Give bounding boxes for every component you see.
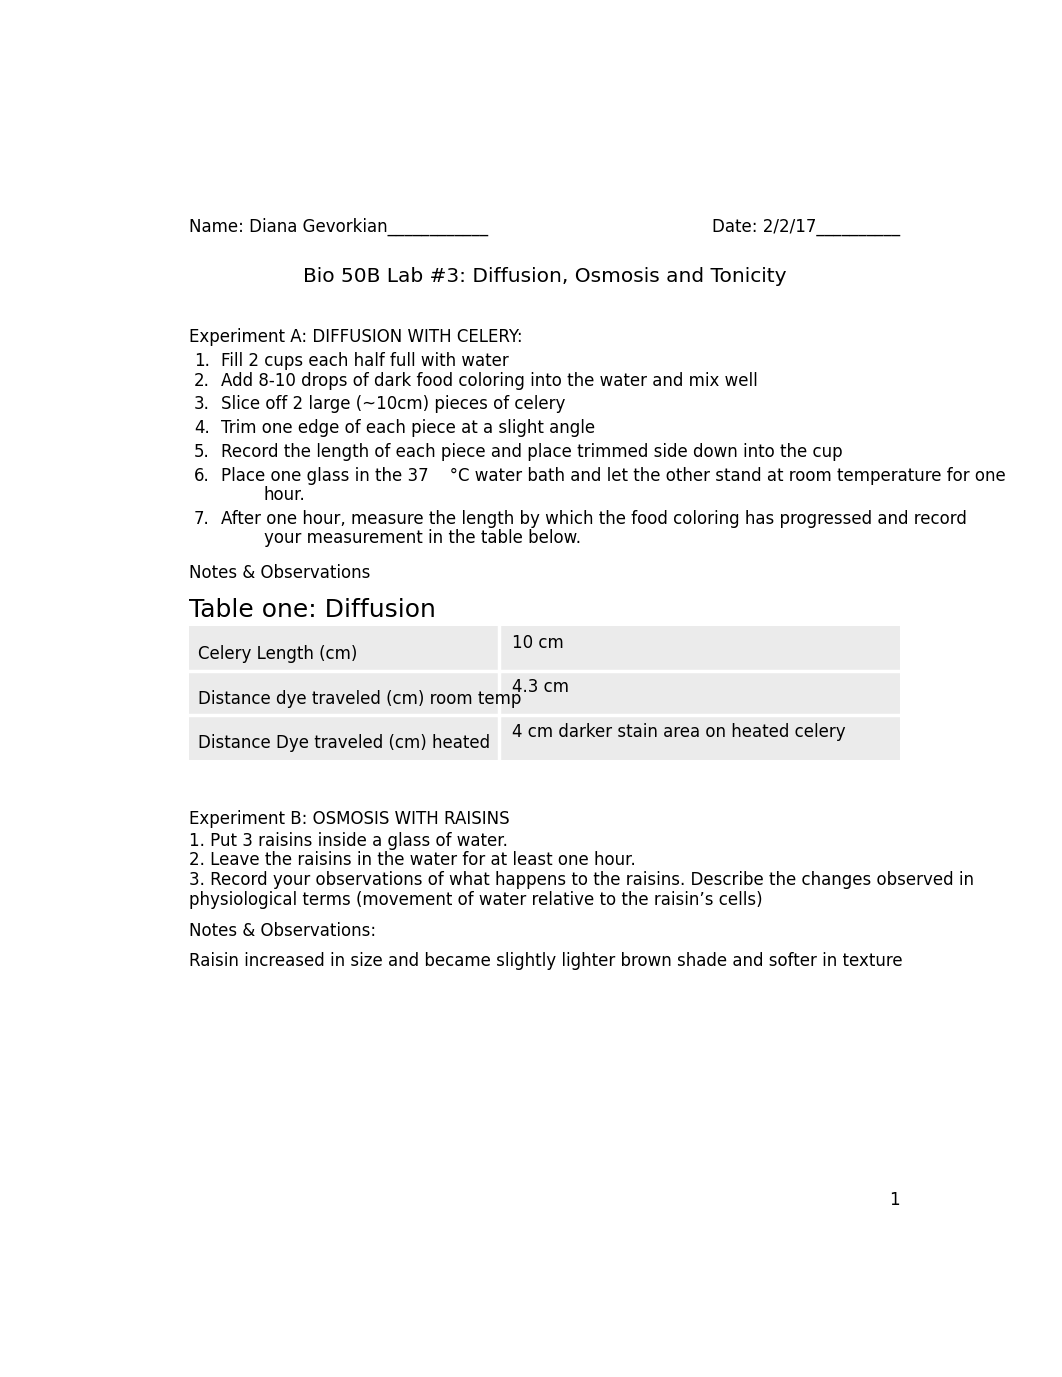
- Text: your measurement in the table below.: your measurement in the table below.: [263, 529, 581, 548]
- Text: 3.: 3.: [194, 395, 210, 413]
- Text: Fill 2 cups each half full with water: Fill 2 cups each half full with water: [221, 351, 509, 369]
- Text: hour.: hour.: [263, 486, 306, 504]
- Text: 4 cm darker stain area on heated celery: 4 cm darker stain area on heated celery: [513, 723, 846, 741]
- Text: 2.: 2.: [194, 372, 210, 390]
- Text: 4.: 4.: [194, 419, 209, 438]
- Text: Slice off 2 large (~10cm) pieces of celery: Slice off 2 large (~10cm) pieces of cele…: [221, 395, 565, 413]
- Text: 1.: 1.: [194, 351, 210, 369]
- Text: 3. Record your observations of what happens to the raisins. Describe the changes: 3. Record your observations of what happ…: [189, 872, 974, 890]
- Text: 2. Leave the raisins in the water for at least one hour.: 2. Leave the raisins in the water for at…: [189, 851, 635, 869]
- Text: Notes & Observations:: Notes & Observations:: [189, 923, 376, 940]
- Text: 1: 1: [889, 1191, 900, 1209]
- Text: 4.3 cm: 4.3 cm: [513, 679, 569, 697]
- Text: Table one: Diffusion: Table one: Diffusion: [189, 598, 435, 621]
- Text: 1. Put 3 raisins inside a glass of water.: 1. Put 3 raisins inside a glass of water…: [189, 832, 508, 850]
- Text: 10 cm: 10 cm: [513, 633, 564, 651]
- Text: Experiment A: DIFFUSION WITH CELERY:: Experiment A: DIFFUSION WITH CELERY:: [189, 329, 523, 347]
- Bar: [189, 715, 900, 760]
- Bar: [189, 627, 900, 671]
- Text: physiological terms (movement of water relative to the raisin’s cells): physiological terms (movement of water r…: [189, 891, 763, 909]
- Text: Distance dye traveled (cm) room temp: Distance dye traveled (cm) room temp: [198, 690, 521, 708]
- Text: Distance Dye traveled (cm) heated: Distance Dye traveled (cm) heated: [198, 734, 490, 752]
- Text: After one hour, measure the length by which the food coloring has progressed and: After one hour, measure the length by wh…: [221, 509, 967, 529]
- Text: Add 8-10 drops of dark food coloring into the water and mix well: Add 8-10 drops of dark food coloring int…: [221, 372, 758, 390]
- Text: 7.: 7.: [194, 509, 209, 529]
- Text: Celery Length (cm): Celery Length (cm): [198, 644, 357, 662]
- Text: Raisin increased in size and became slightly lighter brown shade and softer in t: Raisin increased in size and became slig…: [189, 952, 903, 969]
- Text: Trim one edge of each piece at a slight angle: Trim one edge of each piece at a slight …: [221, 419, 595, 438]
- Text: Record the length of each piece and place trimmed side down into the cup: Record the length of each piece and plac…: [221, 443, 843, 461]
- Text: Place one glass in the 37    °C water bath and let the other stand at room tempe: Place one glass in the 37 °C water bath …: [221, 467, 1006, 485]
- Text: Experiment B: OSMOSIS WITH RAISINS: Experiment B: OSMOSIS WITH RAISINS: [189, 810, 509, 828]
- Text: Notes & Observations: Notes & Observations: [189, 563, 370, 581]
- Text: Date: 2/2/17__________: Date: 2/2/17__________: [712, 218, 900, 235]
- Text: Name: Diana Gevorkian____________: Name: Diana Gevorkian____________: [189, 218, 487, 235]
- Text: 5.: 5.: [194, 443, 209, 461]
- Text: 6.: 6.: [194, 467, 209, 485]
- Text: Bio 50B Lab #3: Diffusion, Osmosis and Tonicity: Bio 50B Lab #3: Diffusion, Osmosis and T…: [303, 267, 786, 286]
- Bar: [189, 671, 900, 715]
